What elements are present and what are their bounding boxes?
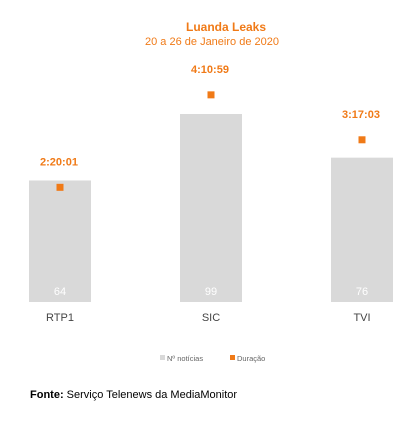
source-note: Fonte: Serviço Telenews da MediaMonitor (30, 389, 237, 401)
chart: Luanda Leaks 20 a 26 de Janeiro de 2020 … (29, 20, 393, 363)
bar-tvi (331, 157, 393, 302)
chart-subtitle: 20 a 26 de Janeiro de 2020 (145, 36, 279, 48)
duration-marker-sic (207, 91, 215, 99)
duration-marker-tvi (358, 136, 366, 144)
duration-marker-rtp1 (56, 183, 64, 191)
chart-title: Luanda Leaks (186, 20, 266, 34)
bar-value-rtp1: 64 (54, 286, 66, 298)
source-text: Serviço Telenews da MediaMonitor (66, 389, 238, 401)
category-label-sic: SIC (202, 312, 220, 324)
bar-value-tvi: 76 (356, 286, 368, 298)
bar-sic (180, 114, 242, 302)
legend: Nº notícias Duração (160, 354, 265, 363)
legend-swatch-duration (230, 355, 235, 360)
bar-rtp1 (29, 180, 91, 302)
category-label-tvi: TVI (353, 312, 370, 324)
legend-label-duration: Duração (237, 354, 265, 363)
legend-swatch-count (160, 355, 165, 360)
duration-label-sic: 4:10:59 (191, 64, 229, 76)
bar-value-sic: 99 (205, 286, 217, 298)
legend-label-count: Nº notícias (167, 354, 203, 363)
category-label-rtp1: RTP1 (46, 312, 74, 324)
source-label: Fonte: (30, 389, 64, 401)
plot-area: 64 2:20:01 RTP1 99 4:10:59 SIC 76 3:17:03 TVI (29, 64, 393, 324)
duration-label-rtp1: 2:20:01 (40, 156, 78, 168)
duration-label-tvi: 3:17:03 (342, 109, 380, 121)
